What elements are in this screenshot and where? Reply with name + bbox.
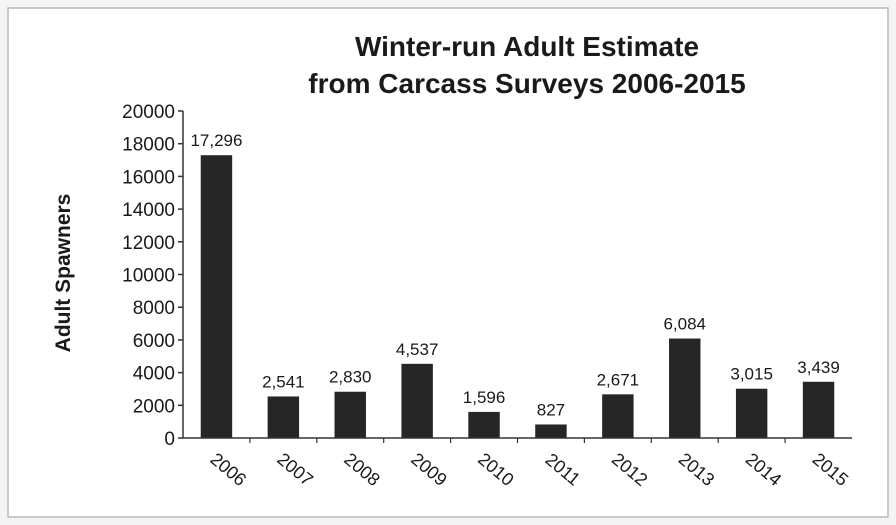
data-label-2014: 3,015	[730, 365, 773, 384]
data-label-2007: 2,541	[262, 372, 305, 391]
y-tick-label: 2000	[133, 396, 175, 417]
y-axis-ticks: 0 2000 4000 6000 8000 10000 12000 14000 16000 180…	[122, 102, 183, 450]
data-label-2006: 17,296	[190, 131, 242, 150]
bars	[200, 155, 835, 439]
data-label-2009: 4,537	[396, 340, 439, 359]
y-tick-label: 20000	[122, 102, 175, 123]
y-tick-label: 14000	[122, 200, 175, 221]
bar-2014	[735, 388, 768, 438]
bar-2007	[267, 396, 300, 438]
bar-2008	[334, 391, 366, 438]
bar-2015	[802, 381, 835, 438]
y-axis-label: Adult Spawners	[52, 194, 75, 353]
bar-2006	[200, 155, 233, 439]
data-label-2013: 6,084	[663, 315, 706, 334]
data-label-2010: 1,596	[463, 388, 506, 407]
bar-2013	[669, 338, 701, 438]
data-label-2012: 2,671	[597, 370, 640, 389]
chart-title-line-2: from Carcass Surveys 2006-2015	[308, 68, 745, 99]
y-tick-label: 0	[164, 429, 175, 450]
chart-title-line-1: Winter-run Adult Estimate	[355, 31, 699, 62]
bar-2011	[535, 424, 567, 438]
data-label-2015: 3,439	[797, 358, 840, 377]
y-tick-label: 6000	[133, 331, 175, 352]
y-tick-label: 8000	[133, 298, 175, 319]
y-tick-label: 18000	[122, 135, 175, 156]
bar-2009	[401, 363, 433, 438]
y-tick-label: 10000	[122, 266, 175, 287]
y-tick-label: 12000	[122, 233, 175, 254]
bar-2010	[468, 411, 500, 438]
data-label-2011: 827	[537, 400, 565, 419]
y-tick-label: 16000	[122, 167, 175, 188]
bar-2012	[602, 394, 634, 438]
y-tick-label: 4000	[133, 364, 175, 385]
data-labels: 17,296 2,541 2,830 4,537 1,596 827 2,671 6,084 3…	[190, 131, 839, 419]
data-label-2008: 2,830	[329, 368, 372, 387]
